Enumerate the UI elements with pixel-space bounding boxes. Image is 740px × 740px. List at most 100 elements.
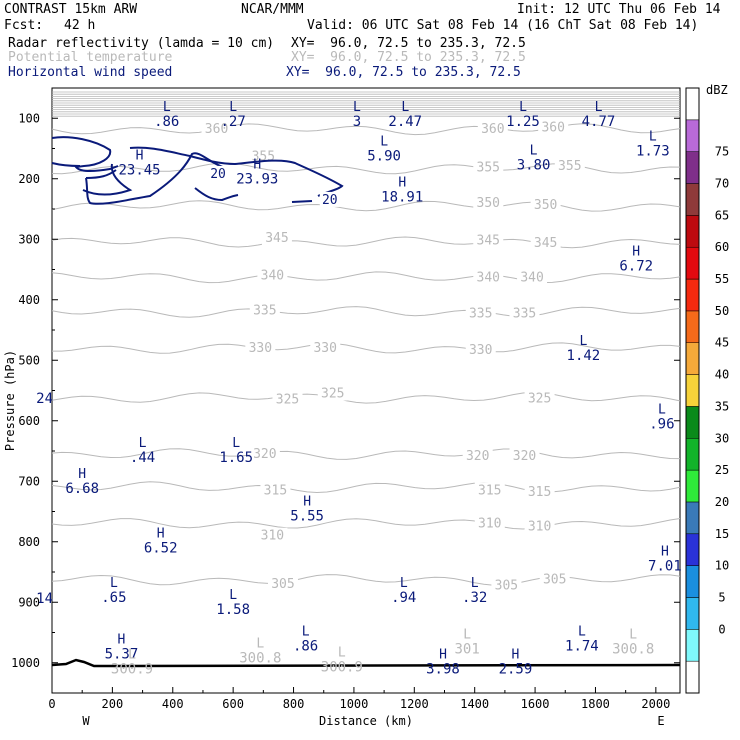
marker-value: .96	[649, 416, 674, 432]
marker-symbol: L	[463, 628, 471, 643]
theta-label: 335	[469, 307, 492, 322]
edge-value-label: 14	[36, 591, 53, 607]
marker-symbol: H	[78, 467, 86, 482]
marker-value: 6.52	[144, 541, 178, 557]
theta-label-bg	[260, 482, 291, 498]
theta-label-bg	[538, 119, 569, 135]
theta-label: 340	[261, 269, 284, 284]
marker-symbol: L	[530, 144, 538, 159]
theta-label: 305	[543, 572, 566, 587]
colorbar-level-label: 0	[718, 622, 725, 636]
y-tick-label: 500	[18, 353, 40, 367]
theta-label: 310	[478, 517, 501, 532]
y-tick-label: 200	[18, 172, 40, 186]
wind-contour-20	[51, 152, 227, 205]
theta-label-bg	[272, 391, 303, 407]
colorbar-unit: dBZ	[706, 83, 728, 97]
theta-contour-350	[51, 200, 681, 212]
colorbar-level-label: 75	[715, 145, 729, 159]
wind-contour-20	[51, 136, 133, 196]
colorbar-segment	[685, 246, 700, 280]
marker-value: 300.9	[111, 662, 153, 678]
marker-symbol: L	[595, 100, 603, 115]
marker-value: 1.65	[219, 450, 253, 466]
colorbar-segment	[685, 469, 700, 503]
colorbar-segment	[685, 310, 700, 343]
marker-symbol: L	[256, 637, 264, 652]
marker-symbol: L	[229, 588, 237, 603]
theta-label: 330	[469, 343, 492, 358]
x-tick-label: 2000	[641, 697, 670, 711]
theta-label-bg	[261, 230, 292, 246]
colorbar-segment	[685, 565, 700, 598]
theta-label: 330	[313, 341, 336, 356]
marker-value: .65	[101, 590, 126, 606]
marker-value: .86	[293, 639, 318, 655]
marker-value: 1.42	[567, 348, 601, 364]
theta-label: 305	[495, 578, 518, 593]
colorbar-segment	[685, 438, 700, 471]
marker-symbol: H	[632, 245, 640, 260]
marker-symbol: L	[471, 576, 479, 591]
x-tick-label: 1600	[521, 697, 550, 711]
field-xy-theta: XY= 96.0, 72.5 to 235.3, 72.5	[291, 50, 526, 65]
theta-label: 350	[477, 196, 500, 211]
wind-contour-label: 20	[210, 167, 226, 182]
marker-value: 300.8	[239, 651, 281, 667]
west-label: W	[82, 714, 90, 728]
theta-contour-325	[51, 391, 681, 404]
marker-symbol: H	[398, 176, 406, 191]
colorbar-level-label: 65	[715, 208, 729, 222]
colorbar-segment	[685, 660, 700, 694]
marker-value: 23.93	[236, 171, 278, 187]
theta-label-bg	[477, 121, 508, 137]
wind-contour-20	[129, 146, 344, 197]
marker-value: 5.37	[105, 646, 139, 662]
theta-label: 350	[534, 198, 557, 213]
marker-value: 1.74	[565, 639, 599, 655]
marker-value: 1.25	[506, 114, 540, 130]
marker-symbol: H	[303, 494, 311, 509]
colorbar-level-label: 5	[718, 590, 725, 604]
marker-value: 18.91	[381, 190, 423, 206]
theta-label: 345	[477, 233, 500, 248]
marker-value: 2.47	[388, 114, 422, 130]
theta-label-bg	[248, 148, 279, 164]
marker-symbol: L	[338, 646, 346, 661]
colorbar-segment	[685, 215, 700, 248]
theta-label-bg	[465, 305, 496, 321]
theta-label-bg	[257, 267, 288, 283]
terrain-surface-line	[51, 658, 681, 668]
theta-label: 315	[528, 485, 551, 500]
theta-label-bg	[474, 482, 505, 498]
theta-label: 360	[541, 120, 564, 135]
marker-symbol: H	[661, 545, 669, 560]
theta-label: 325	[528, 391, 551, 406]
marker-value: 1.58	[216, 602, 250, 618]
theta-label: 360	[205, 122, 228, 137]
theta-label-bg	[473, 232, 504, 248]
theta-label-bg	[465, 341, 496, 357]
theta-contour-335	[51, 306, 681, 318]
marker-value: 300.9	[321, 660, 363, 676]
theta-label: 315	[264, 483, 287, 498]
marker-value: 4.77	[582, 114, 616, 130]
marker-symbol: L	[578, 625, 586, 640]
marker-value: .27	[221, 114, 246, 130]
theta-label: 345	[534, 236, 557, 251]
theta-label: 355	[558, 159, 581, 174]
marker-symbol: L	[400, 576, 408, 591]
marker-value: 3.98	[426, 662, 460, 678]
theta-contour-305	[51, 574, 681, 586]
y-tick-label: 800	[18, 535, 40, 549]
colorbar-segment	[685, 501, 700, 535]
marker-value: .32	[462, 590, 487, 606]
x-tick-label: 0	[48, 697, 55, 711]
colorbar-level-label: 25	[715, 463, 729, 477]
marker-value: 2.59	[499, 662, 533, 678]
marker-symbol: H	[253, 157, 261, 172]
theta-contour-320	[51, 448, 681, 460]
fcst-value: 42 h	[64, 18, 96, 33]
theta-label-bg	[530, 196, 561, 212]
